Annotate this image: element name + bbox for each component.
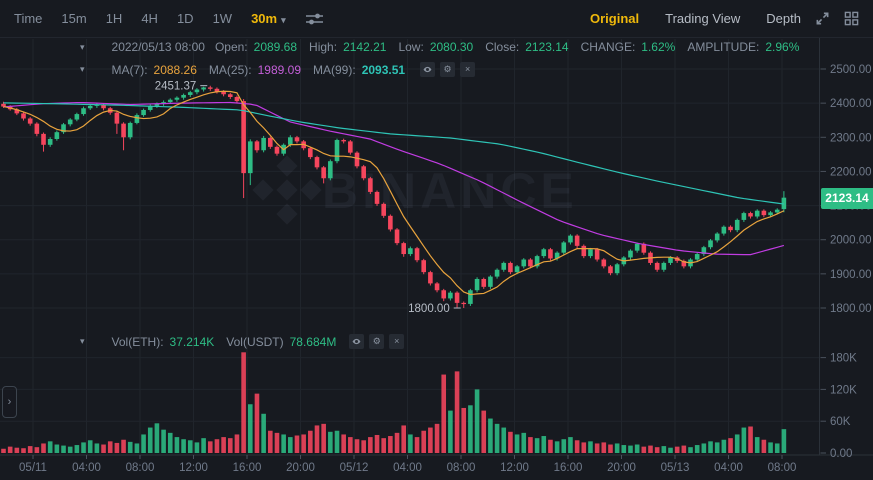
svg-text:2500.00: 2500.00 <box>830 64 872 76</box>
view-tab-depth[interactable]: Depth <box>766 11 801 26</box>
svg-text:2000.00: 2000.00 <box>830 235 872 247</box>
high-value: 2142.21 <box>343 40 387 54</box>
vol-usdt-value: 78.684M <box>289 334 337 349</box>
ma7-line <box>3 90 785 296</box>
low-value: 2080.30 <box>429 40 474 54</box>
amplitude-value: 2.96% <box>765 40 800 54</box>
interval-button-4h[interactable]: 4H <box>141 11 158 26</box>
collapse-caret-icon[interactable]: ▾ <box>80 41 85 52</box>
fullscreen-icon[interactable] <box>815 11 830 26</box>
interval-button-1d[interactable]: 1D <box>176 11 194 26</box>
grid-lines <box>0 39 820 453</box>
close-icon[interactable]: × <box>460 62 476 77</box>
svg-text:1900.00: 1900.00 <box>830 269 872 281</box>
settings-gear-icon[interactable]: ⚙ <box>369 334 385 349</box>
svg-text:60K: 60K <box>830 416 851 428</box>
collapse-caret-icon[interactable]: ▾ <box>80 64 85 74</box>
svg-text:180K: 180K <box>830 353 857 365</box>
vol-eth-value: 37.214K <box>169 334 215 349</box>
svg-text:120K: 120K <box>830 384 857 396</box>
svg-text:1800.00: 1800.00 <box>830 303 872 315</box>
eye-icon[interactable] <box>349 334 365 349</box>
chevron-right-icon: › <box>7 396 12 408</box>
svg-text:08:00: 08:00 <box>126 462 155 474</box>
high-label: High: <box>309 40 338 54</box>
svg-text:08:00: 08:00 <box>768 462 797 474</box>
svg-text:2451.37: 2451.37 <box>155 81 197 93</box>
change-value: 1.62% <box>641 40 676 54</box>
svg-text:16:00: 16:00 <box>233 462 262 474</box>
selected-interval-label: 30m <box>251 11 278 26</box>
view-toolbar: Original Trading View Depth <box>564 11 859 26</box>
volume-legend-row: ▾ Vol(ETH): 37.214K Vol(USDT) 78.684M ⚙ × <box>80 334 405 349</box>
binance-watermark: BINANCE <box>252 155 574 225</box>
layout-grid-icon[interactable] <box>844 11 859 26</box>
axis-frame <box>0 38 873 456</box>
settings-gear-icon[interactable]: ⚙ <box>440 62 456 77</box>
close-label: Close: <box>485 40 520 54</box>
view-tab-original[interactable]: Original <box>590 11 640 26</box>
change-label: CHANGE: <box>580 40 636 54</box>
last-price-tag: 2123.14 <box>821 188 873 209</box>
ma99-label: MA(99): <box>313 62 356 77</box>
ma7-value: 2088.26 <box>153 62 197 77</box>
ohlc-legend-row: ▾ 2022/05/13 08:00 Open: 2089.68 High: 214… <box>80 40 811 54</box>
volume-axis-labels[interactable]: 180K 120K 60K 0.00 <box>820 353 858 460</box>
volume-bars[interactable] <box>1 352 787 453</box>
interval-toolbar: Time 15m 1H 4H 1D 1W 30m ▾ <box>14 11 323 26</box>
eye-icon[interactable] <box>420 62 436 77</box>
vol-eth-label: Vol(ETH): <box>111 334 164 349</box>
svg-text:2200.00: 2200.00 <box>830 166 872 178</box>
ohlc-date: 2022/05/13 08:00 <box>111 40 205 54</box>
open-label: Open: <box>214 40 248 54</box>
svg-text:1800.00: 1800.00 <box>408 303 450 315</box>
svg-text:08:00: 08:00 <box>447 462 476 474</box>
interval-button-1h[interactable]: 1H <box>105 11 123 26</box>
close-icon[interactable]: × <box>389 334 405 349</box>
ma25-value: 1989.09 <box>257 62 301 77</box>
collapse-caret-icon[interactable]: ▾ <box>80 336 85 346</box>
amplitude-label: AMPLITUDE: <box>687 40 760 54</box>
svg-text:20:00: 20:00 <box>286 462 315 474</box>
interval-selected-button[interactable]: 30m ▾ <box>251 11 286 26</box>
ma-legend-row: ▾ MA(7): 2088.26 MA(25): 1989.09 MA(99): 20… <box>80 62 476 77</box>
svg-text:12:00: 12:00 <box>179 462 208 474</box>
interval-time-button[interactable]: Time <box>14 11 43 26</box>
interval-button-1w[interactable]: 1W <box>212 11 233 26</box>
ma25-line <box>3 101 785 256</box>
close-value: 2123.14 <box>525 40 569 54</box>
time-axis-labels[interactable]: 05/11 04:00 08:00 12:00 16:00 20:00 05/12 04:00… <box>19 455 796 474</box>
svg-text:05/11: 05/11 <box>19 462 47 474</box>
ma7-label: MA(7): <box>111 62 148 77</box>
ma99-line <box>3 102 784 205</box>
chart-toolbar: Time 15m 1H 4H 1D 1W 30m ▾ Original Trading Vi… <box>0 0 873 38</box>
svg-text:20:00: 20:00 <box>607 462 636 474</box>
svg-text:04:00: 04:00 <box>714 462 743 474</box>
indicators-icon[interactable] <box>305 12 323 26</box>
chevron-down-icon: ▾ <box>281 15 286 25</box>
svg-text:0.00: 0.00 <box>830 448 852 460</box>
svg-text:05/13: 05/13 <box>661 462 690 474</box>
svg-text:16:00: 16:00 <box>554 462 583 474</box>
low-label: Low: <box>398 40 424 54</box>
sidebar-expand-button[interactable]: › <box>2 386 17 418</box>
svg-text:04:00: 04:00 <box>72 462 101 474</box>
svg-text:05/12: 05/12 <box>340 462 369 474</box>
vol-usdt-label: Vol(USDT) <box>226 334 284 349</box>
svg-text:04:00: 04:00 <box>393 462 422 474</box>
ma99-value: 2093.51 <box>361 62 406 77</box>
ma25-label: MA(25): <box>208 62 252 77</box>
view-tab-trading-view[interactable]: Trading View <box>665 11 741 26</box>
svg-text:12:00: 12:00 <box>500 462 529 474</box>
svg-text:2400.00: 2400.00 <box>830 98 872 110</box>
interval-button-15m[interactable]: 15m <box>61 11 87 26</box>
ma-lines <box>3 90 785 296</box>
price-annotations: 2451.37 1800.00 <box>155 81 461 315</box>
svg-text:2300.00: 2300.00 <box>830 132 872 144</box>
open-value: 2089.68 <box>253 40 298 54</box>
